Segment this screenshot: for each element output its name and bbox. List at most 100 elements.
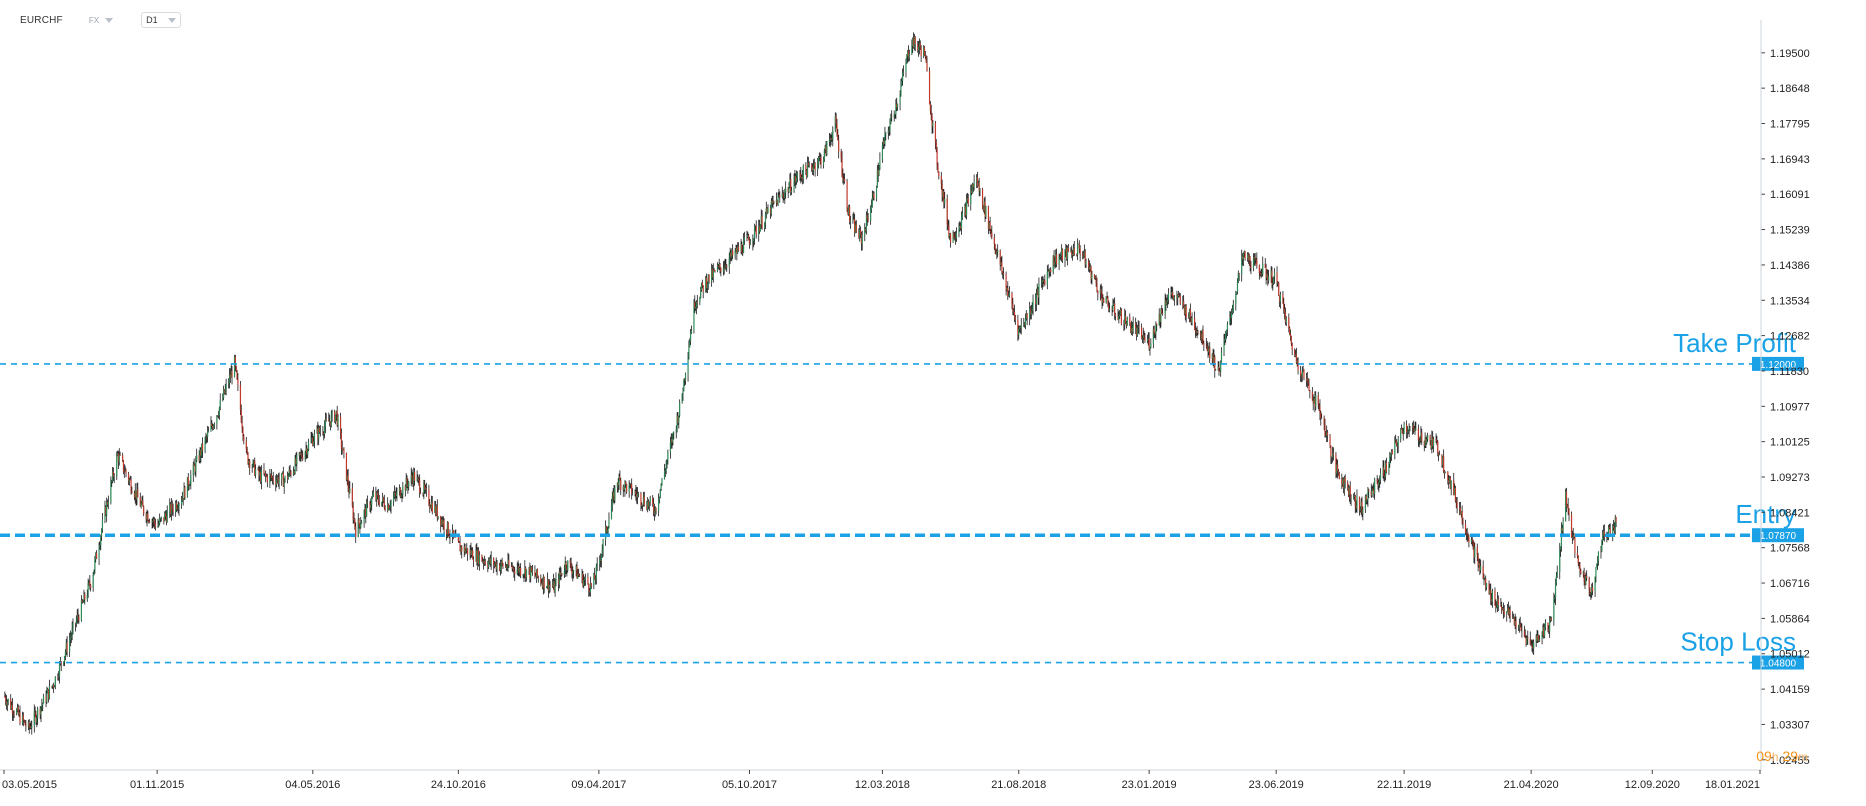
candle — [184, 485, 186, 500]
candle — [160, 516, 162, 522]
candle — [1114, 297, 1116, 320]
candle — [1432, 431, 1434, 450]
candle — [172, 503, 174, 517]
candle — [919, 40, 921, 50]
timeframe-dropdown[interactable]: D1 — [141, 12, 181, 28]
candle — [1225, 330, 1227, 343]
candle — [69, 632, 71, 657]
candle — [66, 636, 68, 657]
candle — [557, 573, 560, 592]
candle — [505, 564, 507, 571]
candle — [552, 573, 555, 590]
candle — [140, 500, 142, 509]
level-value-box — [1752, 528, 1804, 543]
candle — [118, 448, 120, 466]
candle — [765, 201, 767, 219]
candle — [472, 556, 475, 567]
level-stop-loss[interactable]: Stop Loss 1.04800 — [0, 627, 1804, 670]
candle — [506, 563, 508, 571]
candle — [329, 414, 331, 427]
y-tick: 1.11830 — [1761, 366, 1809, 378]
candle — [437, 516, 439, 520]
candle — [1189, 303, 1191, 322]
candle — [501, 557, 503, 567]
candle — [938, 171, 940, 180]
symbol-label[interactable]: EURCHF — [20, 14, 63, 26]
candle — [977, 180, 979, 187]
level-value-box — [1752, 655, 1804, 670]
candle — [365, 504, 367, 524]
candle — [1017, 314, 1019, 342]
candle — [1054, 256, 1056, 269]
candle — [180, 495, 183, 509]
x-tick: 18.01.2021 — [1705, 770, 1761, 791]
x-tick-label: 12.03.2018 — [855, 779, 910, 791]
candle — [782, 190, 784, 203]
candle — [576, 561, 578, 579]
candle — [1553, 592, 1555, 626]
candle — [669, 436, 671, 459]
candle — [755, 220, 757, 239]
candle — [1195, 327, 1197, 336]
candle — [1603, 524, 1605, 542]
candle — [81, 598, 83, 604]
candle — [170, 498, 173, 521]
candle — [1343, 475, 1345, 496]
candle — [1284, 303, 1286, 320]
candle — [398, 484, 401, 496]
candle — [216, 415, 218, 430]
candle — [742, 233, 745, 254]
candle — [98, 542, 100, 566]
candle — [994, 243, 996, 255]
candle — [1531, 640, 1533, 652]
candle — [613, 485, 615, 505]
candle — [996, 249, 998, 260]
candle — [848, 204, 850, 217]
candle — [1585, 572, 1587, 586]
candle — [1196, 326, 1198, 339]
candle — [779, 191, 781, 203]
candle — [1509, 605, 1511, 623]
candle — [1362, 506, 1364, 521]
candle — [748, 236, 751, 249]
candle — [555, 572, 557, 587]
candle — [748, 233, 750, 241]
candle — [918, 40, 920, 57]
candle — [1361, 496, 1363, 518]
candle — [106, 497, 108, 523]
candle — [944, 191, 946, 209]
candle — [257, 467, 259, 471]
candle — [1444, 471, 1446, 474]
candle — [559, 566, 561, 580]
candle — [1568, 507, 1570, 522]
candle — [1112, 298, 1114, 313]
candle — [1029, 305, 1032, 320]
candle — [884, 126, 886, 147]
candle — [323, 431, 325, 441]
market-selector[interactable]: FX — [89, 16, 114, 25]
candle — [1111, 305, 1113, 317]
candle — [1018, 325, 1021, 333]
candle — [1485, 575, 1487, 592]
candle — [349, 481, 351, 494]
level-take-profit[interactable]: Take Profit 1.12000 — [0, 328, 1804, 371]
candle — [476, 542, 478, 566]
candle — [1496, 592, 1499, 613]
candle — [631, 488, 634, 496]
candle — [608, 512, 610, 529]
y-tick-label: 1.16091 — [1770, 189, 1810, 201]
candle — [1477, 552, 1479, 572]
candle — [331, 409, 333, 422]
candle — [714, 270, 716, 273]
candle — [516, 562, 518, 576]
candle — [896, 103, 899, 111]
candle — [1567, 497, 1569, 516]
candle — [484, 558, 486, 566]
candle — [1106, 291, 1108, 299]
candle — [701, 279, 703, 289]
x-tick: 01.11.2015 — [130, 770, 184, 791]
candle — [788, 181, 790, 193]
level-entry[interactable]: Entry 1.07870 — [0, 499, 1804, 543]
candle — [687, 352, 689, 382]
